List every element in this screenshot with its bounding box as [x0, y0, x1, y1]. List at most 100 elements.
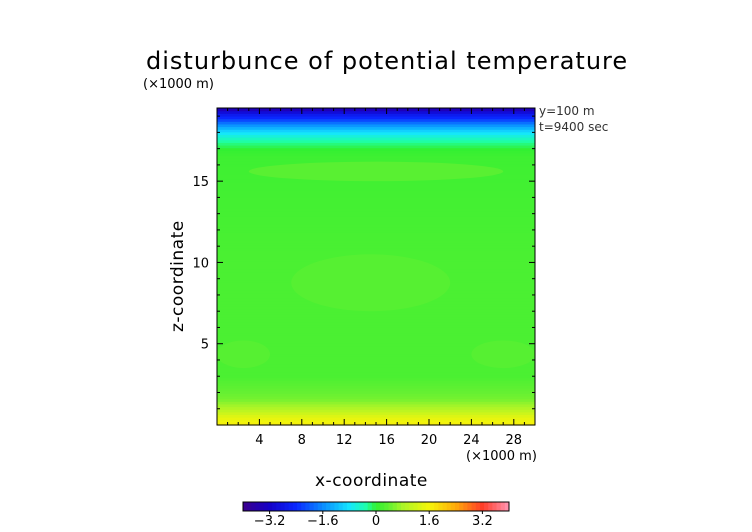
colorbar-segment [272, 502, 277, 511]
colorbar-tick-label: −3.2 [253, 514, 286, 529]
field-band [217, 131, 535, 136]
colorbar-segment [392, 502, 398, 511]
field-band [217, 203, 535, 207]
x-tick-label: 12 [336, 433, 353, 448]
colorbar-segment [405, 502, 410, 511]
field-band [217, 377, 535, 381]
colorbar-segment [263, 502, 269, 511]
field-band [217, 351, 535, 355]
field-band [217, 395, 535, 400]
field-anomaly [471, 340, 535, 369]
colorbar-segment [380, 502, 385, 511]
field-band [217, 401, 535, 405]
colorbar-segment [367, 502, 373, 511]
colorbar-segment [430, 502, 435, 511]
x-tick-label: 8 [298, 433, 306, 448]
colorbar-segment [355, 502, 360, 511]
chart-title: disturbunce of potential temperature [146, 47, 629, 75]
field-band [217, 134, 535, 138]
field-band [217, 216, 535, 220]
field-band [217, 242, 535, 246]
field-band [217, 406, 535, 410]
colorbar-segment [359, 502, 365, 511]
field-band [217, 356, 535, 360]
field-band [217, 337, 535, 342]
y-tick-label: 5 [201, 338, 209, 353]
field-band [217, 316, 535, 320]
colorbar-segment [425, 502, 431, 511]
colorbar-tick-label: 0 [371, 514, 381, 529]
colorbar-segment [351, 502, 356, 511]
field-band [217, 195, 535, 199]
field-band [217, 187, 535, 191]
colorbar-segment [346, 502, 352, 511]
field-band [217, 226, 535, 231]
colorbar-segment [247, 502, 252, 511]
field-band [217, 240, 535, 244]
field-band [217, 250, 535, 254]
field-band [217, 158, 535, 162]
field-band [217, 200, 535, 204]
colorbar-segment [284, 502, 290, 511]
colorbar-segment [342, 502, 348, 511]
field-band [217, 155, 535, 159]
field-band [217, 248, 535, 252]
colorbar-segment [288, 502, 294, 511]
colorbar-segment [442, 502, 448, 511]
colorbar-segment [255, 502, 261, 511]
colorbar-segment [446, 502, 452, 511]
y-axis-label: z-coordinate [168, 220, 188, 332]
field-band [217, 409, 535, 413]
time-label: t=9400 sec [539, 120, 609, 134]
colorbar-segment [301, 502, 306, 511]
colorbar-segment [421, 502, 427, 511]
field-band [217, 311, 535, 315]
field-band [217, 123, 535, 128]
colorbar-segment [321, 502, 327, 511]
colorbar-segment [384, 502, 389, 511]
colorbar-segment [434, 502, 439, 511]
colorbar-segment [388, 502, 394, 511]
x-tick-label: 28 [506, 433, 523, 448]
colorbar-segment [259, 502, 265, 511]
colorbar-segment [251, 502, 256, 511]
field-band [217, 129, 535, 133]
colorbar-segment [338, 502, 344, 511]
field-band [217, 192, 535, 196]
colorbar-tick-label: 3.2 [472, 514, 493, 529]
field-band [217, 332, 535, 336]
field-band [217, 414, 535, 418]
field-band [217, 218, 535, 223]
field-band [217, 181, 535, 186]
colorbar-segment [413, 502, 419, 511]
field-band [217, 380, 535, 384]
field-band [217, 237, 535, 241]
field-anomaly [217, 340, 270, 369]
field-anomaly [248, 161, 504, 182]
field-band [217, 110, 535, 114]
colorbar-tick-label: −1.6 [307, 514, 339, 529]
y-axis-unit: (×1000 m) [143, 77, 214, 92]
field-band [217, 213, 535, 217]
colorbar-segment [475, 502, 481, 511]
y-tick-label: 15 [192, 175, 209, 190]
colorbar-segment [496, 502, 502, 511]
field-band [217, 113, 535, 117]
field-band [217, 221, 535, 225]
colorbar-segment [459, 502, 464, 511]
field-band [217, 403, 535, 408]
colorbar-segment [479, 502, 485, 511]
field-band [217, 152, 535, 157]
colorbar-segment [438, 502, 443, 511]
x-axis-label: x-coordinate [315, 471, 428, 491]
field-band [217, 319, 535, 323]
colorbar-segment [334, 502, 340, 511]
colorbar-segment [492, 502, 498, 511]
x-tick-label: 16 [378, 433, 395, 448]
field-band [217, 321, 535, 326]
colorbar-segment [467, 502, 473, 511]
field-band [217, 361, 535, 365]
field-band [217, 372, 535, 376]
colorbar-segment [409, 502, 414, 511]
colorbar-segment [376, 502, 381, 511]
